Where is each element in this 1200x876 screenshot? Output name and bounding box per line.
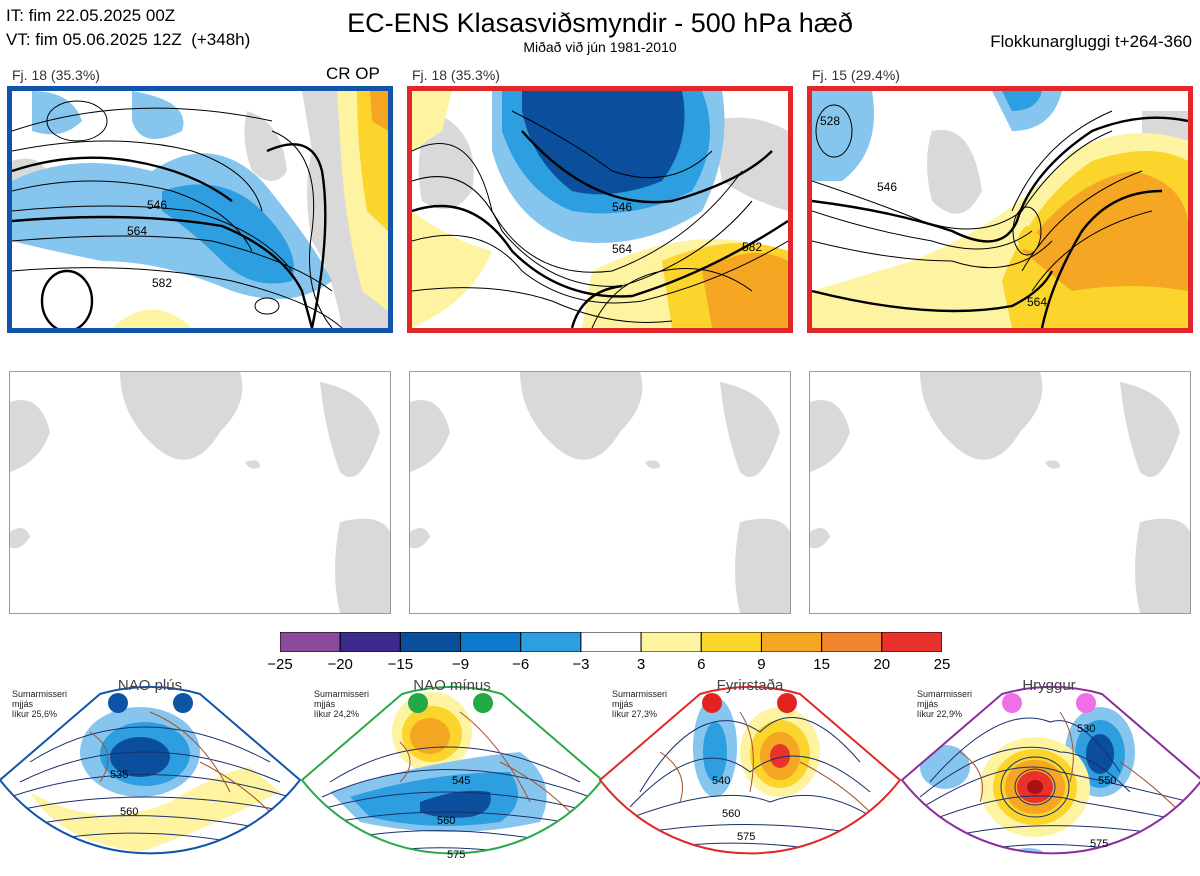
- regime-4-contour-label: 530: [1077, 723, 1095, 735]
- colorbar-tick-label: 3: [636, 656, 646, 673]
- valid-time: VT: fim 05.06.2025 12Z (+348h): [6, 30, 251, 49]
- cluster-2-label: Fj. 18 (35.3%): [412, 67, 500, 83]
- member-map-2[interactable]: [409, 371, 791, 614]
- regime-2-contour-label: 575: [447, 849, 465, 861]
- regime-2-title: NAO mínus: [413, 677, 491, 694]
- colorbar-segment: [700, 631, 762, 653]
- regime-3-contour-label: 560: [722, 808, 740, 820]
- cluster-3-map[interactable]: 528 546 564: [807, 86, 1193, 333]
- page-title: EC-ENS Klasasviðsmyndir - 500 hPa hæð: [347, 8, 853, 38]
- regime-4-dot: [1076, 693, 1096, 713]
- cluster-1-label: Fj. 18 (35.3%): [12, 67, 100, 83]
- colorbar-tick-label: −3: [572, 656, 590, 673]
- member-map-1[interactable]: [9, 371, 391, 614]
- colorbar-segment: [760, 631, 823, 653]
- colorbar-segment: [520, 631, 582, 653]
- colorbar-segment: [821, 631, 883, 653]
- cluster-3-label: Fj. 15 (29.4%): [812, 67, 900, 83]
- regime-3-dot: [702, 693, 722, 713]
- cluster-3-contour-label: 546: [877, 180, 897, 194]
- cluster-1-contour-label: 546: [147, 198, 167, 212]
- regime-3-contour-label: 575: [737, 831, 755, 843]
- regime-4-dot: [1002, 693, 1022, 713]
- regime-row: 535 560 545 560 575: [0, 672, 1200, 871]
- colorbar-segment: [460, 631, 522, 653]
- regime-2-contour-label: 545: [452, 775, 470, 787]
- colorbar-segment: [399, 631, 462, 653]
- colorbar-tick-label: −15: [387, 656, 414, 673]
- colorbar: [279, 631, 943, 653]
- colorbar-segment: [640, 631, 702, 653]
- colorbar-segment: [580, 631, 642, 653]
- regime-3-contour-label: 540: [712, 775, 730, 787]
- colorbar-segment: [279, 631, 341, 653]
- colorbar-tick-label: 20: [873, 656, 891, 673]
- regime-1-contour-label: 560: [120, 806, 138, 818]
- regime-3-title: Fyrirstaða: [716, 677, 784, 694]
- cluster-2-contour-label: 582: [742, 240, 762, 254]
- page-subtitle: Miðað við jún 1981-2010: [523, 39, 677, 55]
- regime-4-title: Hryggur: [1022, 677, 1076, 694]
- colorbar-tick-label: −20: [327, 656, 353, 673]
- colorbar-segment: [881, 631, 943, 653]
- regime-3-dot: [777, 693, 797, 713]
- member-map-3[interactable]: [809, 371, 1191, 614]
- regime-1-dot: [108, 693, 128, 713]
- cluster-3-contour-label: 528: [820, 114, 840, 128]
- cluster-2-contour-label: 546: [612, 200, 632, 214]
- regime-3-note: Sumarmisseri mjjás líkur 27,3%: [612, 689, 668, 719]
- regime-2-note: Sumarmisseri mjjás líkur 24,2%: [314, 689, 370, 719]
- regime-1-contour-label: 535: [110, 769, 128, 781]
- colorbar-segment: [339, 631, 401, 653]
- header-times: IT: fim 22.05.2025 00Z VT: fim 05.06.2025…: [6, 4, 250, 52]
- cluster-1-tag: CR OP: [326, 64, 380, 83]
- regime-2-contour-label: 560: [437, 815, 455, 827]
- cluster-2-contour-label: 564: [612, 242, 632, 256]
- regime-1-dot: [173, 693, 193, 713]
- colorbar-tick-label: −6: [512, 656, 530, 673]
- colorbar-tick-label: 9: [757, 656, 766, 673]
- regime-2-dot: [473, 693, 493, 713]
- colorbar-tick-label: 25: [933, 656, 951, 673]
- init-time: IT: fim 22.05.2025 00Z: [6, 6, 176, 25]
- colorbar-tick-label: −25: [267, 656, 293, 673]
- regime-1-title: NAO plús: [117, 677, 183, 694]
- cluster-2-map[interactable]: 546 564 582: [407, 86, 793, 333]
- cluster-1-contour-label: 582: [152, 276, 172, 290]
- regime-4-contour-label: 550: [1098, 775, 1116, 787]
- regime-4-note: Sumarmisseri mjjás líkur 22,9%: [917, 689, 973, 719]
- regime-2-dot: [408, 693, 428, 713]
- regime-4-contour-label: 575: [1090, 838, 1108, 850]
- regime-1-note: Sumarmisseri mjjás líkur 25,6%: [12, 689, 68, 719]
- colorbar-tick-label: −9: [451, 656, 470, 673]
- cluster-3-contour-label: 564: [1027, 295, 1047, 309]
- cluster-1-map[interactable]: 546 564 582: [7, 86, 393, 333]
- classification-window: Flokkunargluggi t+264-360: [990, 32, 1192, 51]
- colorbar-tick-label: 6: [697, 656, 706, 673]
- cluster-1-contour-label: 564: [127, 224, 147, 238]
- colorbar-tick-label: 15: [813, 656, 830, 673]
